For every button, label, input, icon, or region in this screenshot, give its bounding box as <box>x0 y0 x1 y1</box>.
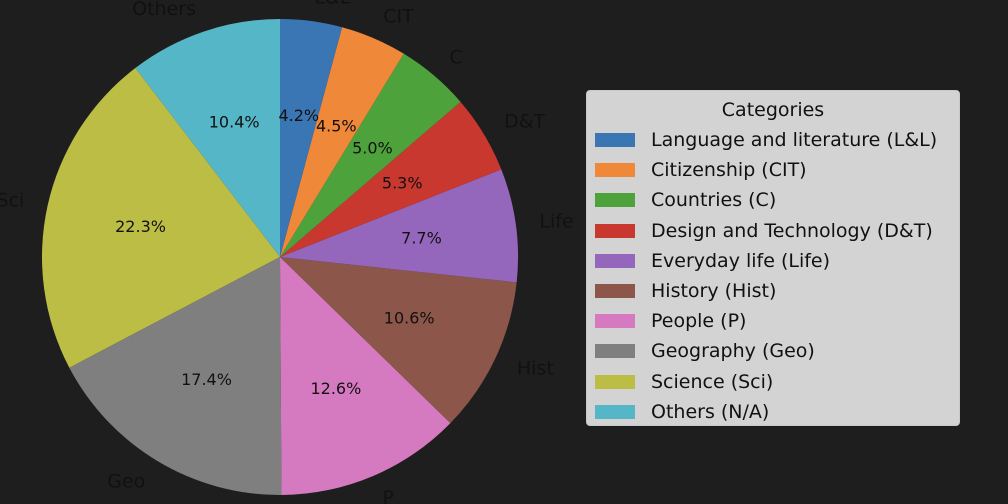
slice-label-geo: Geo <box>107 471 145 493</box>
legend-item: People (P) <box>587 306 959 336</box>
pct-label-dandt: 5.3% <box>382 174 423 193</box>
pct-label-cit: 4.5% <box>316 116 357 135</box>
legend-item: Science (Sci) <box>587 367 959 397</box>
slice-label-p: P <box>382 487 393 504</box>
slice-label-c: C <box>449 46 462 68</box>
legend-item: Everyday life (Life) <box>587 246 959 276</box>
pie-slice-life <box>280 169 519 283</box>
legend-swatch <box>595 404 635 419</box>
slice-label-cit: CIT <box>383 5 414 27</box>
slice-label-dandt: D&T <box>504 111 545 133</box>
legend-title: Categories <box>721 99 825 121</box>
legend-item: Language and literature (L&L) <box>587 125 959 155</box>
pct-label-geo: 17.4% <box>181 370 232 389</box>
legend-label: Everyday life (Life) <box>651 249 831 272</box>
legend-label: History (Hist) <box>651 280 777 303</box>
legend-swatch <box>595 163 635 178</box>
pie-slice-c <box>280 53 461 257</box>
legend-item: History (Hist) <box>587 276 959 306</box>
legend: Categories Language and literature (L&L)… <box>586 90 960 426</box>
pie-slice-landl <box>280 19 343 257</box>
pct-label-others: 10.4% <box>209 112 260 131</box>
pct-label-c: 5.0% <box>352 139 393 158</box>
legend-label: Geography (Geo) <box>651 340 815 363</box>
legend-swatch <box>595 374 635 389</box>
slice-label-hist: Hist <box>517 357 554 379</box>
slice-label-life: Life <box>539 211 573 233</box>
pct-label-life: 7.7% <box>401 228 442 247</box>
pct-label-sci: 22.3% <box>115 217 166 236</box>
legend-item: Design and Technology (D&T) <box>587 216 959 246</box>
legend-label: Countries (C) <box>651 189 777 212</box>
legend-swatch <box>595 314 635 329</box>
legend-item: Others (N/A) <box>587 397 959 427</box>
legend-label: Others (N/A) <box>651 400 770 423</box>
legend-label: Science (Sci) <box>651 370 774 393</box>
pie-slice-others <box>135 19 280 257</box>
legend-item: Citizenship (CIT) <box>587 155 959 185</box>
pie-slice-hist <box>280 257 517 424</box>
legend-label: Design and Technology (D&T) <box>651 219 933 242</box>
legend-item: Countries (C) <box>587 185 959 215</box>
pct-label-p: 12.6% <box>310 379 361 398</box>
pct-label-landl: 4.2% <box>278 106 319 125</box>
legend-label: Citizenship (CIT) <box>651 159 807 182</box>
legend-items: Language and literature (L&L) Citizenship… <box>587 125 959 427</box>
legend-swatch <box>595 193 635 208</box>
pie-slice-p <box>280 257 451 495</box>
pie-slice-geo <box>69 257 282 496</box>
pie-slice-dandt <box>280 101 502 257</box>
legend-swatch <box>595 284 635 299</box>
slice-label-sci: Sci <box>0 190 24 212</box>
legend-swatch <box>595 253 635 268</box>
pie-slice-sci <box>41 68 281 368</box>
legend-label: People (P) <box>651 310 747 333</box>
pie-slice-cit <box>280 27 404 258</box>
slice-label-landl: L&L <box>314 0 350 8</box>
slice-label-others: Others <box>132 0 196 20</box>
legend-label: Language and literature (L&L) <box>651 129 938 152</box>
legend-swatch <box>595 133 635 148</box>
pct-label-hist: 10.6% <box>384 308 435 327</box>
legend-swatch <box>595 223 635 238</box>
legend-item: Geography (Geo) <box>587 336 959 366</box>
legend-swatch <box>595 344 635 359</box>
